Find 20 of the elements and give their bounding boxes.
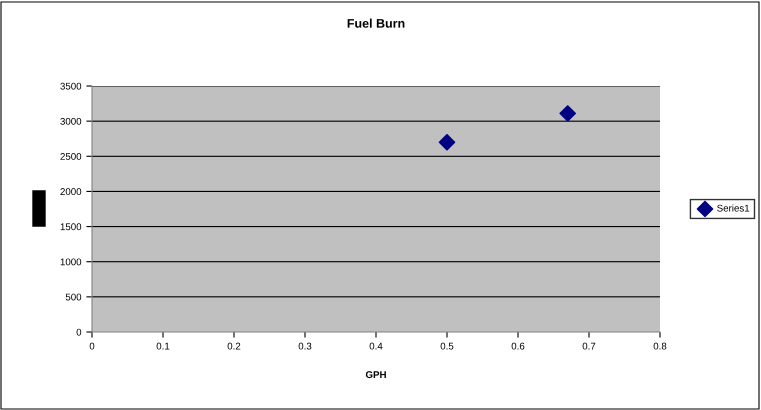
y-tick-label: 3000 bbox=[60, 118, 82, 125]
x-tick-label: 0.4 bbox=[370, 342, 382, 350]
x-tick-label: 0.1 bbox=[156, 342, 170, 350]
y-tick-label: 1000 bbox=[60, 258, 82, 266]
y-tick-label: 2000 bbox=[60, 188, 82, 196]
legend-label: Series1 bbox=[717, 204, 750, 212]
x-tick-label: 0.3 bbox=[298, 342, 312, 350]
chart-title: Fuel Burn bbox=[348, 18, 404, 28]
x-axis-title: GPH bbox=[366, 371, 386, 378]
y-tick-label: 2500 bbox=[60, 153, 82, 160]
x-tick-label: 0.6 bbox=[512, 342, 524, 350]
y-tick-label: 0 bbox=[76, 328, 82, 336]
y-tick-label: 500 bbox=[66, 294, 82, 300]
x-tick-label: 0.2 bbox=[228, 342, 240, 350]
x-tick-label: 0 bbox=[90, 342, 94, 350]
x-tick-label: 0.5 bbox=[440, 342, 454, 350]
y-tick-label: 1500 bbox=[60, 223, 82, 230]
x-tick-label: 0.8 bbox=[654, 342, 666, 350]
x-tick-label: 0.7 bbox=[582, 342, 596, 350]
y-tick-label: 3500 bbox=[60, 82, 82, 90]
